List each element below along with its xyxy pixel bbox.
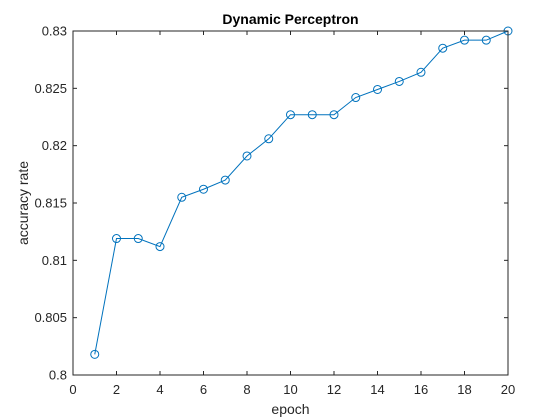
x-tick-label: 18 [457,382,471,397]
data-point [177,192,187,202]
y-tick-label: 0.815 [34,196,67,211]
x-tick-label: 6 [200,382,207,397]
data-point [373,84,382,94]
x-tick-label: 0 [69,382,76,397]
data-point [351,93,361,103]
data-point [286,110,295,120]
y-axis-label: accuracy rate [15,161,31,245]
y-tick-label: 0.81 [42,253,67,268]
data-point [242,151,252,161]
data-point [307,110,317,120]
data-point [394,76,404,86]
data-point [199,184,208,194]
x-tick-label: 14 [370,382,384,397]
y-tick-label: 0.82 [42,138,67,153]
x-tick-label: 10 [283,382,297,397]
x-tick-label: 16 [414,382,428,397]
y-tick-label: 0.805 [34,310,67,325]
y-tick-label: 0.825 [34,81,67,96]
data-point [155,242,165,252]
series-layer [90,26,513,359]
chart-title: Dynamic Perceptron [222,11,358,27]
data-point [112,234,121,244]
ticks-layer: 0 2 4 6 8 10 12 14 16 18 20 0.8 0.805 0.81 0.815 0.82 0.… [34,24,515,398]
data-point [481,35,491,45]
x-tick-label: 12 [327,382,341,397]
data-point [90,349,100,359]
data-point [438,43,448,53]
data-point [460,35,469,45]
x-axis-label: epoch [271,401,309,417]
x-tick-label: 8 [243,382,250,397]
x-tick-label: 20 [501,382,515,397]
data-point [416,67,426,77]
series-line [94,30,509,355]
plot-area [73,31,508,375]
axes-box [72,30,509,376]
y-tick-label: 0.8 [49,368,67,383]
data-point [133,234,143,244]
x-tick-label: 4 [156,382,163,397]
y-tick-label: 0.83 [42,24,67,39]
data-point [329,110,339,120]
data-point [220,175,230,185]
data-point [264,134,274,144]
x-tick-label: 2 [113,382,120,397]
